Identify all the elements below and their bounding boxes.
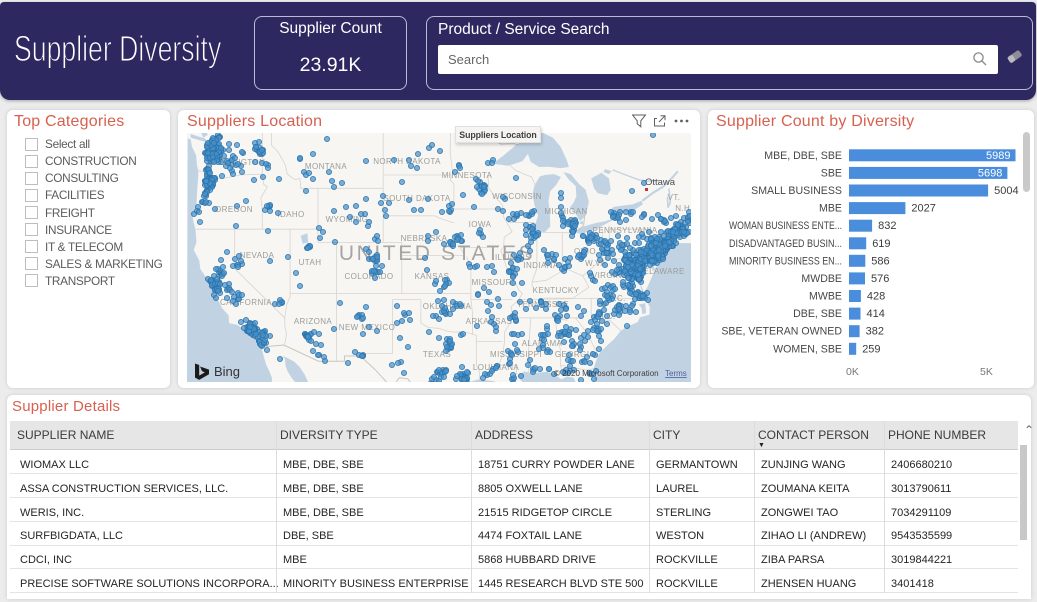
svg-text:0K: 0K xyxy=(846,366,859,378)
svg-text:MWDBE: MWDBE xyxy=(801,273,842,285)
svg-text:619: 619 xyxy=(872,238,890,250)
svg-text:SBE: SBE xyxy=(821,167,842,179)
svg-text:INDIANA: INDIANA xyxy=(523,261,559,270)
svg-text:UTAH: UTAH xyxy=(299,258,322,267)
svg-text:5989: 5989 xyxy=(986,150,1010,162)
svg-text:MBE, DBE, SBE: MBE, DBE, SBE xyxy=(764,150,842,162)
svg-text:WOMEN, SBE: WOMEN, SBE xyxy=(773,343,842,355)
svg-text:SMALL BUSINESS: SMALL BUSINESS xyxy=(751,185,842,197)
svg-text:MWBE: MWBE xyxy=(809,291,842,303)
svg-text:MICHIGAN: MICHIGAN xyxy=(544,207,587,216)
svg-text:WYOMING: WYOMING xyxy=(326,215,369,224)
svg-text:SOUTH DAKOTA: SOUTH DAKOTA xyxy=(383,194,451,203)
svg-text:TEXAS: TEXAS xyxy=(423,350,451,359)
svg-text:MINORITY BUSINESS EN...: MINORITY BUSINESS EN... xyxy=(729,255,842,267)
svg-text:DELAWARE: DELAWARE xyxy=(637,267,685,276)
svg-text:MISSISSIPPI: MISSISSIPPI xyxy=(490,350,542,359)
svg-text:GEORGIA: GEORGIA xyxy=(555,350,595,359)
svg-text:VT.: VT. xyxy=(668,193,681,202)
svg-text:DBE, SBE: DBE, SBE xyxy=(793,308,842,320)
svg-text:© 2020 Microsoft Corporation: © 2020 Microsoft Corporation xyxy=(554,369,659,378)
svg-text:IDAHO: IDAHO xyxy=(277,210,304,219)
svg-text:MBE: MBE xyxy=(819,203,842,215)
svg-text:WISCONSIN: WISCONSIN xyxy=(492,192,542,201)
svg-text:428: 428 xyxy=(867,291,885,303)
svg-text:PENNSYLVANIA: PENNSYLVANIA xyxy=(593,226,658,235)
svg-text:SBE, VETERAN OWNED: SBE, VETERAN OWNED xyxy=(721,326,842,338)
svg-text:259: 259 xyxy=(862,343,880,355)
svg-text:MISSOURI: MISSOURI xyxy=(472,278,515,287)
svg-text:WOMAN BUSINESS ENTE...: WOMAN BUSINESS ENTE... xyxy=(729,220,842,232)
svg-text:W.VA.: W.VA. xyxy=(585,259,609,268)
svg-text:CALIFORNIA: CALIFORNIA xyxy=(220,298,272,307)
svg-text:Ottawa: Ottawa xyxy=(645,177,676,188)
svg-text:N.C.: N.C. xyxy=(608,294,626,303)
svg-text:KENTUCKY: KENTUCKY xyxy=(533,286,580,295)
svg-text:IOWA: IOWA xyxy=(469,220,492,229)
svg-text:382: 382 xyxy=(866,326,884,338)
svg-text:KANSAS: KANSAS xyxy=(415,272,450,281)
svg-text:OREGON: OREGON xyxy=(215,205,253,214)
svg-text:MONTANA: MONTANA xyxy=(305,162,347,171)
svg-text:414: 414 xyxy=(867,308,885,320)
svg-text:N.H.: N.H. xyxy=(675,204,691,213)
svg-text:DISADVANTAGED BUSIN...: DISADVANTAGED BUSIN... xyxy=(729,238,842,250)
svg-text:586: 586 xyxy=(871,255,889,267)
svg-text:5698: 5698 xyxy=(978,167,1002,179)
svg-text:576: 576 xyxy=(871,273,889,285)
svg-text:ARIZONA: ARIZONA xyxy=(294,317,333,326)
svg-text:UNITED STATES: UNITED STATES xyxy=(339,242,535,265)
svg-text:5K: 5K xyxy=(980,366,993,378)
svg-text:832: 832 xyxy=(878,220,896,232)
svg-text:COLORADO: COLORADO xyxy=(345,272,394,281)
svg-text:Bing: Bing xyxy=(214,364,240,379)
svg-text:NEVADA: NEVADA xyxy=(240,251,275,260)
svg-text:Terms: Terms xyxy=(665,369,687,378)
svg-text:5004: 5004 xyxy=(994,185,1018,197)
svg-text:MINNESOTA: MINNESOTA xyxy=(442,171,493,180)
svg-text:VIRGINIA: VIRGINIA xyxy=(592,271,631,280)
svg-text:2027: 2027 xyxy=(911,203,935,215)
svg-text:NEBRASKA: NEBRASKA xyxy=(401,234,448,243)
